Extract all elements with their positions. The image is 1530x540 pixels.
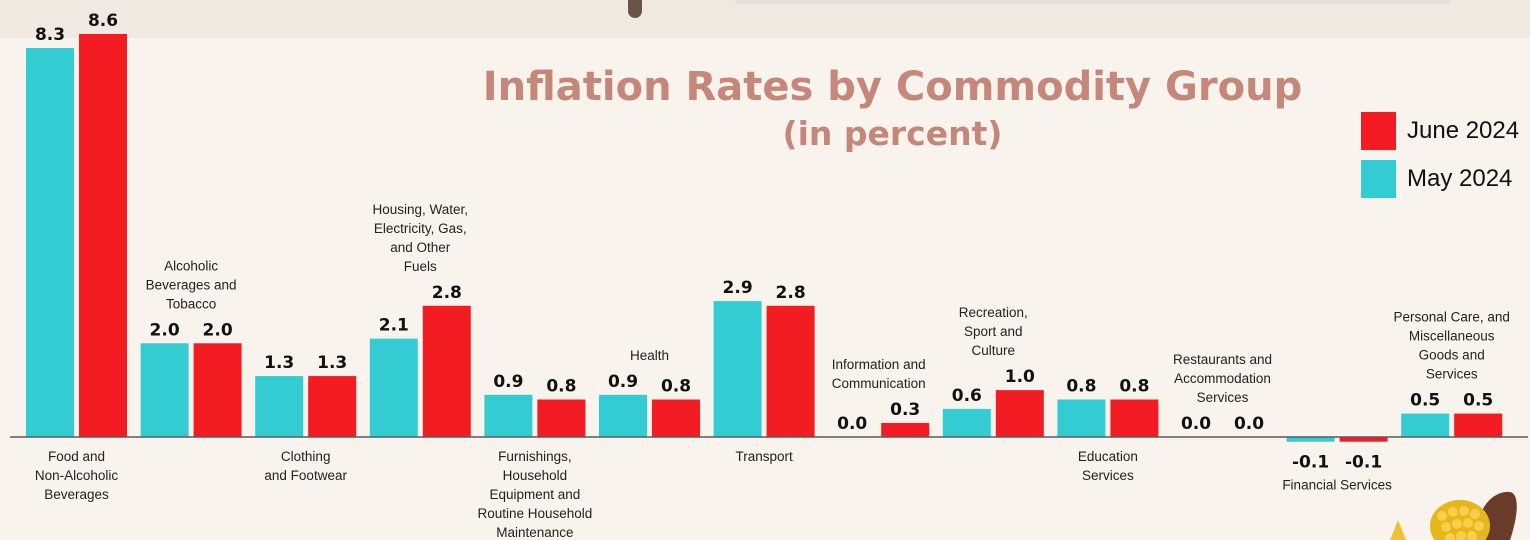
bar-may-2024-food-and-non-alcoholic-beverages xyxy=(26,48,74,438)
value-label-may-2024-financial-services: -0.1 xyxy=(1292,453,1329,473)
value-label-june-2024-clothing-and-footwear: 1.3 xyxy=(317,353,347,373)
bar-june-2024-clothing-and-footwear xyxy=(308,376,357,437)
value-label-may-2024-education-services: 0.8 xyxy=(1066,377,1096,397)
category-label-financial-services: Financial Services xyxy=(1282,478,1392,493)
legend-label-june-2024: June 2024 xyxy=(1407,117,1520,144)
value-label-may-2024-restaurants-and-accommodation-services: 0.0 xyxy=(1181,414,1211,434)
bar-may-2024-furnishings-household-equipment-and-routine-household-maintenance xyxy=(484,394,533,437)
bar-june-2024-personal-care-and-miscellaneous-goods-and-services xyxy=(1454,413,1503,437)
legend-label-may-2024: May 2024 xyxy=(1407,165,1513,192)
legend-swatch-may-2024 xyxy=(1361,160,1396,198)
legend-swatch-june-2024 xyxy=(1361,112,1396,150)
value-label-june-2024-restaurants-and-accommodation-services: 0.0 xyxy=(1234,414,1264,434)
value-label-june-2024-transport: 2.8 xyxy=(776,283,806,303)
bar-june-2024-furnishings-household-equipment-and-routine-household-maintenance xyxy=(537,399,586,437)
value-label-may-2024-transport: 2.9 xyxy=(723,278,753,298)
value-label-may-2024-recreation-sport-and-culture: 0.6 xyxy=(952,386,982,406)
value-label-june-2024-health: 0.8 xyxy=(661,377,691,397)
bar-june-2024-financial-services xyxy=(1339,437,1388,442)
bar-may-2024-financial-services xyxy=(1286,437,1335,442)
category-label-education-services: Education Services xyxy=(1078,449,1138,483)
bar-june-2024-food-and-non-alcoholic-beverages xyxy=(79,34,127,437)
bars-group xyxy=(26,34,1503,442)
top-banner xyxy=(0,0,1530,38)
top-decoration-bar xyxy=(735,0,1450,4)
bar-may-2024-recreation-sport-and-culture xyxy=(942,408,991,437)
bar-june-2024-education-services xyxy=(1110,399,1159,437)
value-labels-group: 8.3 8.6 2.0 2.0 1.3 1.3 2.1 2.8 0.9 0.8 0.9 0.8 2.9 2… xyxy=(35,11,1493,473)
category-label-transport: Transport xyxy=(735,449,793,464)
bar-may-2024-housing-water-electricity-gas-and-other-fuels xyxy=(369,338,418,437)
bar-may-2024-education-services xyxy=(1057,399,1106,437)
category-label-recreation-sport-and-culture: Recreation, Sport and Culture xyxy=(959,305,1028,358)
bar-may-2024-alcoholic-beverages-and-tobacco xyxy=(140,343,189,437)
category-label-food-and-non-alcoholic-beverages: Food and Non-Alcoholic Beverages xyxy=(35,449,119,502)
bar-june-2024-recreation-sport-and-culture xyxy=(995,390,1044,437)
category-label-restaurants-and-accommodation-services: Restaurants and Accommodation Services xyxy=(1173,352,1272,405)
category-label-personal-care-and-miscellaneous-goods-and-services: Personal Care, and Miscellaneous Goods and… xyxy=(1394,310,1510,382)
category-label-health: Health xyxy=(630,348,669,363)
corn-icon xyxy=(1390,491,1517,540)
value-label-june-2024-alcoholic-beverages-and-tobacco: 2.0 xyxy=(203,320,233,340)
value-label-may-2024-furnishings-household-equipment-and-routine-household-maintenance: 0.9 xyxy=(493,372,523,392)
value-label-may-2024-housing-water-electricity-gas-and-other-fuels: 2.1 xyxy=(379,316,409,336)
bar-june-2024-alcoholic-beverages-and-tobacco xyxy=(193,343,242,437)
category-label-housing-water-electricity-gas-and-other-fuels: Housing, Water, Electricity, Gas, and Othe… xyxy=(373,202,469,274)
bar-may-2024-personal-care-and-miscellaneous-goods-and-services xyxy=(1401,413,1450,437)
bar-june-2024-health xyxy=(652,399,700,437)
value-label-may-2024-information-and-communication: 0.0 xyxy=(837,414,867,434)
value-label-june-2024-financial-services: -0.1 xyxy=(1345,453,1382,473)
value-label-june-2024-education-services: 0.8 xyxy=(1119,377,1149,397)
value-label-june-2024-food-and-non-alcoholic-beverages: 8.6 xyxy=(88,11,118,31)
value-label-june-2024-personal-care-and-miscellaneous-goods-and-services: 0.5 xyxy=(1463,391,1493,411)
category-label-information-and-communication: Information and Communication xyxy=(832,357,926,391)
value-label-june-2024-recreation-sport-and-culture: 1.0 xyxy=(1005,367,1035,387)
category-labels-group: Food and Non-Alcoholic Beverages Alcoholic B… xyxy=(35,202,1510,540)
value-label-june-2024-housing-water-electricity-gas-and-other-fuels: 2.8 xyxy=(432,283,462,303)
bar-may-2024-clothing-and-footwear xyxy=(255,376,304,437)
value-label-may-2024-clothing-and-footwear: 1.3 xyxy=(264,353,294,373)
value-label-may-2024-health: 0.9 xyxy=(608,372,638,392)
category-label-furnishings-household-equipment-and-routine-household-maintenance: Furnishings, Household Equipment and Routin… xyxy=(477,449,592,540)
chart-subtitle: (in percent) xyxy=(782,114,1003,153)
category-label-clothing-and-footwear: Clothing and Footwear xyxy=(264,449,347,483)
bar-june-2024-information-and-communication xyxy=(881,422,930,437)
value-label-june-2024-information-and-communication: 0.3 xyxy=(890,400,920,420)
top-decoration-handle xyxy=(628,0,642,18)
chart-title: Inflation Rates by Commodity Group xyxy=(482,64,1303,110)
bar-may-2024-health xyxy=(599,394,647,437)
category-label-alcoholic-beverages-and-tobacco: Alcoholic Beverages and Tobacco xyxy=(146,258,237,311)
value-label-june-2024-furnishings-household-equipment-and-routine-household-maintenance: 0.8 xyxy=(546,377,576,397)
bar-may-2024-transport xyxy=(713,301,762,437)
value-label-may-2024-alcoholic-beverages-and-tobacco: 2.0 xyxy=(150,320,180,340)
bar-june-2024-transport xyxy=(766,305,815,437)
bar-june-2024-housing-water-electricity-gas-and-other-fuels xyxy=(422,305,471,437)
value-label-may-2024-personal-care-and-miscellaneous-goods-and-services: 0.5 xyxy=(1410,391,1440,411)
value-label-may-2024-food-and-non-alcoholic-beverages: 8.3 xyxy=(35,25,65,45)
